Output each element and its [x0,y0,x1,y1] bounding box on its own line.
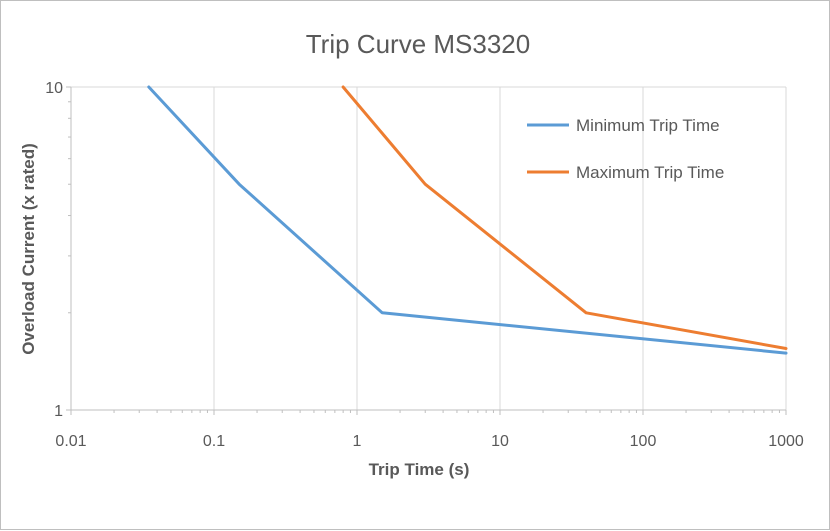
legend: Minimum Trip Time Maximum Trip Time [527,116,724,182]
x-tick-label: 1 [353,433,362,450]
x-tick-label: 0.01 [55,433,86,450]
chart-title: Trip Curve MS3320 [306,29,530,59]
series [147,85,788,355]
legend-label: Maximum Trip Time [576,163,724,182]
y-tick-label: 1 [54,403,63,420]
y-axis-label: Overload Current (x rated) [19,143,38,355]
x-tick-label: 10 [491,433,509,450]
legend-label: Minimum Trip Time [576,116,720,135]
x-tick-label: 100 [630,433,657,450]
series-line-minimum [147,85,788,355]
grid [71,86,787,410]
axes [66,86,787,415]
x-axis-label: Trip Time (s) [369,460,470,479]
y-tick-label: 10 [45,80,63,97]
tick-labels: 0.01 0.1 1 10 100 1000 1 10 [45,80,804,450]
x-tick-label: 0.1 [203,433,225,450]
series-line-maximum [341,85,788,350]
x-tick-label: 1000 [768,433,804,450]
